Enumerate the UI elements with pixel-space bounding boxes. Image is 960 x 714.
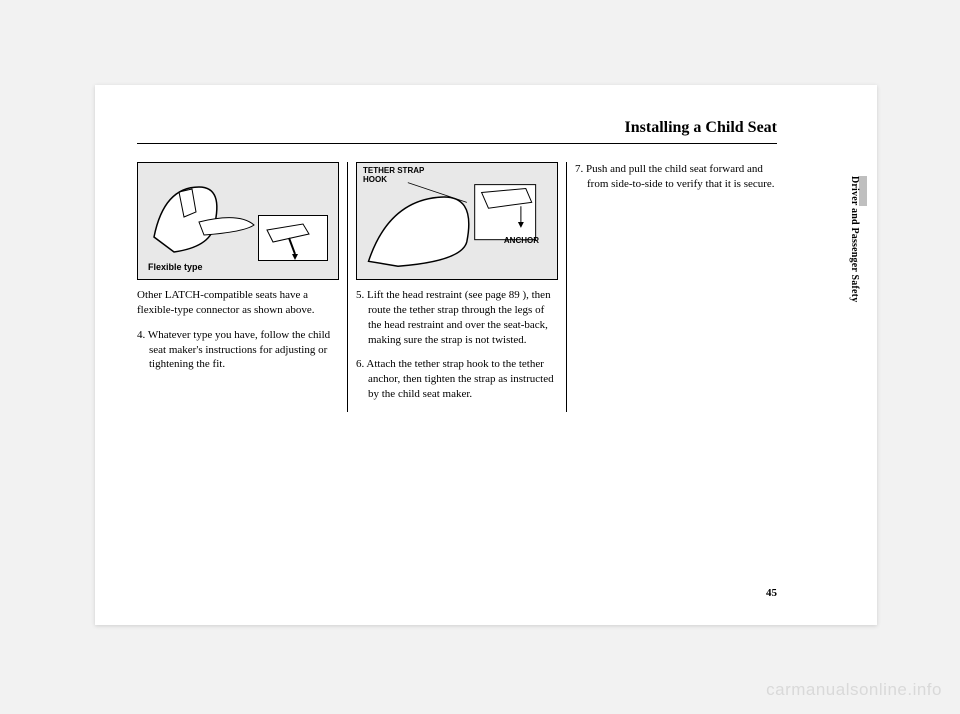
step-number: 4.	[137, 329, 145, 341]
child-seat-illustration	[144, 177, 264, 267]
step-number: 5.	[356, 289, 364, 301]
paragraph: Other LATCH-compatible seats have a flex…	[137, 288, 339, 318]
step-number: 7.	[575, 163, 583, 175]
content-columns: Flexible type Other LATCH-compatible sea…	[137, 162, 777, 412]
column-3: 7. Push and pull the child seat forward …	[567, 162, 777, 412]
title-rule	[137, 143, 777, 144]
page-title: Installing a Child Seat	[137, 119, 777, 137]
step-text: Attach the tether strap hook to the teth…	[366, 358, 553, 400]
label-line-2: HOOK	[363, 175, 387, 184]
page-number: 45	[766, 587, 777, 599]
label-tether-hook: TETHER STRAP HOOK	[363, 167, 424, 185]
step-7: 7. Push and pull the child seat forward …	[575, 162, 777, 192]
figure-flexible-type: Flexible type	[137, 162, 339, 280]
label-line-1: TETHER STRAP	[363, 166, 424, 175]
label-anchor: ANCHOR	[504, 236, 539, 247]
step-6: 6. Attach the tether strap hook to the t…	[356, 357, 558, 402]
step-number: 6.	[356, 358, 364, 370]
column-2: TETHER STRAP HOOK ANCHOR 5. L	[348, 162, 567, 412]
section-tab	[859, 176, 867, 206]
watermark: carmanualsonline.info	[766, 680, 942, 700]
manual-page: Installing a Child Seat	[95, 85, 877, 625]
step-4: 4. Whatever type you have, follow the ch…	[137, 328, 339, 373]
step-5: 5. Lift the head restraint (see page 89 …	[356, 288, 558, 347]
page-content: Installing a Child Seat	[95, 85, 877, 625]
column-1: Flexible type Other LATCH-compatible sea…	[137, 162, 348, 412]
section-label: Driver and Passenger Safety	[849, 176, 860, 302]
figure-inset	[258, 215, 328, 261]
connector-detail-icon	[259, 216, 329, 262]
figure-tether: TETHER STRAP HOOK ANCHOR	[356, 162, 558, 280]
step-text: Push and pull the child seat forward and…	[586, 163, 775, 190]
step-text: Whatever type you have, follow the child…	[148, 329, 330, 371]
step-text: Lift the head restraint (see page 89 ), …	[367, 289, 551, 346]
figure-caption: Flexible type	[148, 261, 203, 273]
